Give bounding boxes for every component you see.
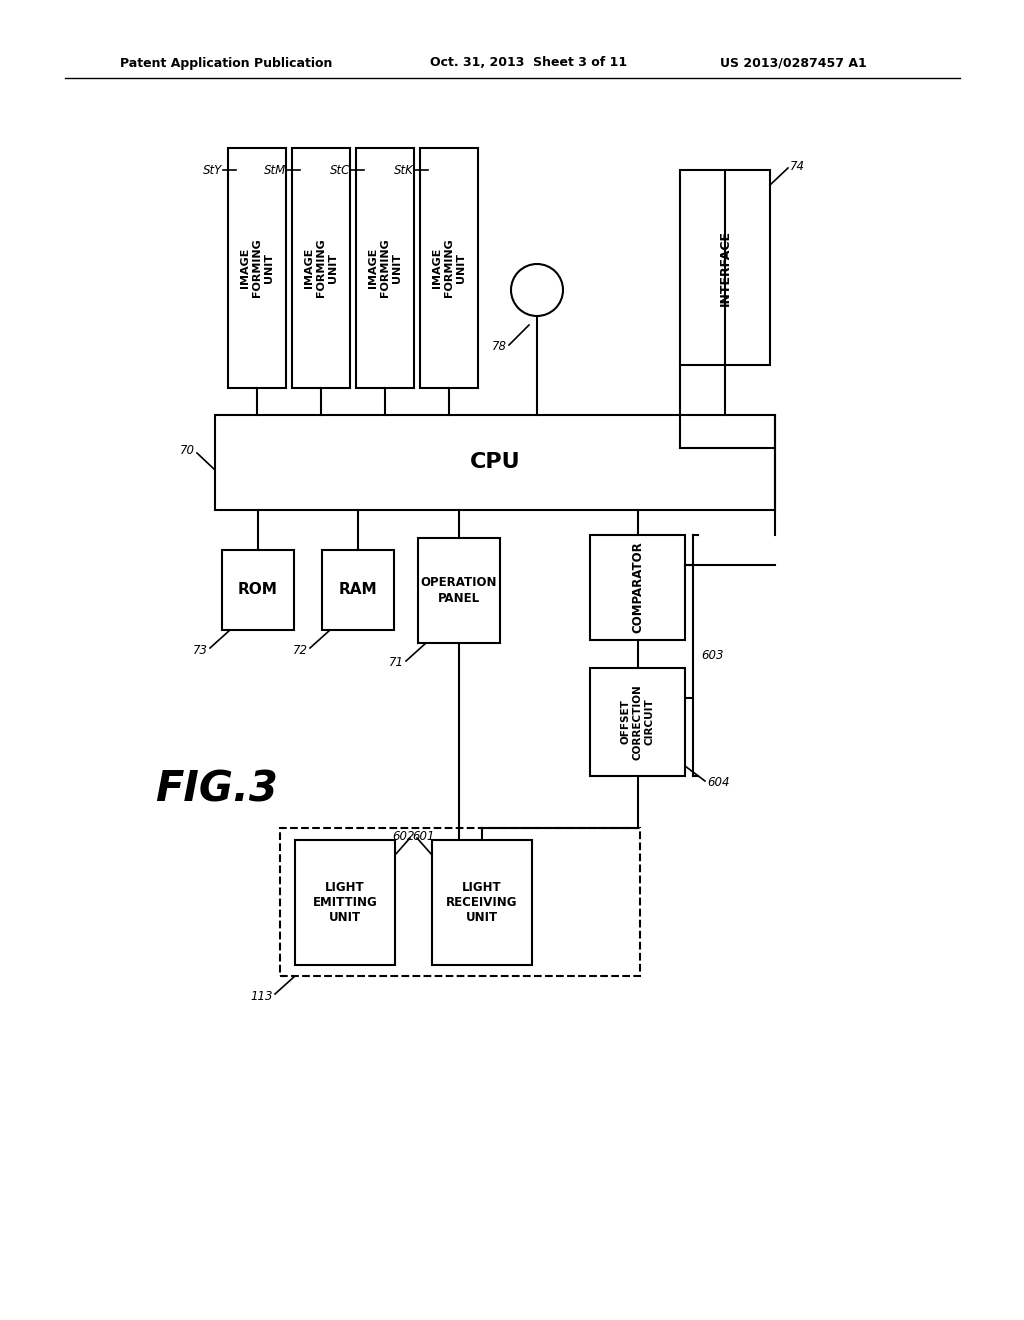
Text: 73: 73 [193,644,208,656]
Text: US 2013/0287457 A1: US 2013/0287457 A1 [720,57,866,70]
Text: StK: StK [394,164,414,177]
Text: 71: 71 [389,656,404,669]
Text: OFFSET
CORRECTION
CIRCUIT: OFFSET CORRECTION CIRCUIT [621,684,654,760]
Text: StY: StY [203,164,222,177]
Text: Patent Application Publication: Patent Application Publication [120,57,333,70]
Text: IMAGE
FORMING
UNIT: IMAGE FORMING UNIT [432,239,466,297]
Text: 78: 78 [492,341,507,354]
Text: COMPARATOR: COMPARATOR [631,541,644,634]
Bar [680,170,770,366]
Text: 602: 602 [392,829,415,842]
Text: OPERATION
PANEL: OPERATION PANEL [421,577,498,605]
Text: INTERFACE: INTERFACE [719,230,731,305]
Text: IMAGE
FORMING
UNIT: IMAGE FORMING UNIT [304,239,338,297]
Text: Oct. 31, 2013  Sheet 3 of 11: Oct. 31, 2013 Sheet 3 of 11 [430,57,627,70]
Text: 601: 601 [412,829,434,842]
Bar [590,535,685,640]
Bar [215,414,775,510]
Text: StC: StC [330,164,350,177]
Text: LIGHT
EMITTING
UNIT: LIGHT EMITTING UNIT [312,880,378,924]
Bar [418,539,500,643]
Text: IMAGE
FORMING
UNIT: IMAGE FORMING UNIT [369,239,401,297]
Bar [356,148,414,388]
Bar [322,550,394,630]
Text: 74: 74 [790,160,805,173]
Text: StM: StM [264,164,286,177]
Text: M: M [528,281,545,300]
Text: IMAGE
FORMING
UNIT: IMAGE FORMING UNIT [241,239,273,297]
Bar [432,840,532,965]
Text: 603: 603 [701,649,724,663]
Text: FIG.3: FIG.3 [155,770,278,810]
Bar [292,148,350,388]
Bar [228,148,286,388]
Text: 72: 72 [293,644,308,656]
Text: CPU: CPU [470,453,520,473]
Bar [295,840,395,965]
Text: 113: 113 [251,990,273,1002]
Text: ROM: ROM [238,582,278,598]
Text: RAM: RAM [339,582,377,598]
Text: LIGHT
RECEIVING
UNIT: LIGHT RECEIVING UNIT [446,880,518,924]
Bar [222,550,294,630]
Circle shape [511,264,563,315]
Bar [590,668,685,776]
Text: 604: 604 [707,776,729,789]
Bar [280,828,640,975]
Text: 70: 70 [180,445,195,458]
Bar [420,148,478,388]
